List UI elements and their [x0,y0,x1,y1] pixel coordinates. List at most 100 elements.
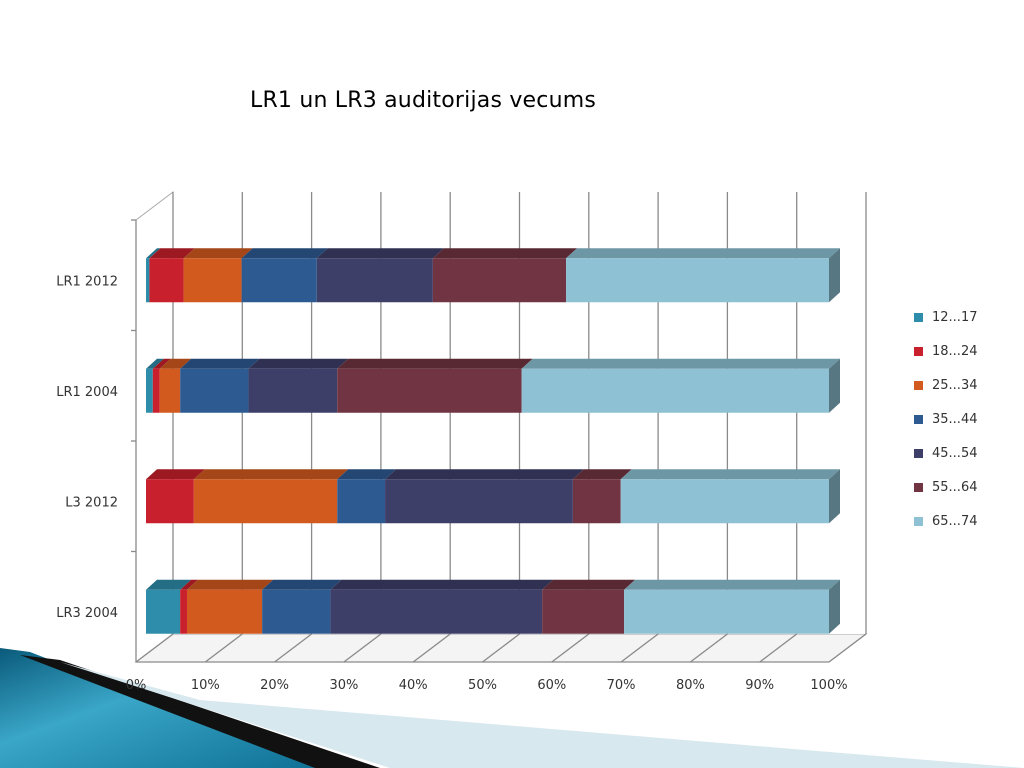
legend-label: 18...24 [932,343,978,359]
bar-segment-top [572,469,632,480]
legend-swatch [914,414,923,424]
bar-end-face [829,579,840,634]
x-tick-label: 20% [260,678,289,693]
bar-segment [572,479,621,524]
bar-segment-top [624,579,840,590]
bar-segment-top [566,248,840,259]
legend-item: 55...64 [914,470,977,504]
bar-segment [262,589,331,634]
bar-segment [183,258,242,303]
bar-segment-top [149,248,195,259]
bar-segment [186,589,263,634]
bar-segment [432,258,567,303]
y-tick-label: LR1 2004 [56,385,118,400]
bar-end-face [829,358,840,413]
bar-segment [146,258,150,303]
bar-segment [146,479,194,524]
bar-segment [385,479,573,524]
x-tick-label: 100% [810,678,847,693]
legend-item: 25...34 [914,368,977,402]
legend-item: 45...54 [914,436,977,470]
bar-segment-top [152,358,171,369]
bar-segment-top [542,579,636,590]
x-tick-label: 70% [607,678,636,693]
legend-label: 12...17 [932,309,978,325]
x-tick-label: 80% [676,678,705,693]
legend-swatch [914,448,923,458]
bar-segment [337,368,522,413]
floor-gridline [412,633,451,663]
floor-gridline [620,633,659,663]
bar-segment [624,589,829,634]
x-tick-label: 30% [329,678,358,693]
floor-gridline [135,633,174,663]
bar-segment [241,258,317,303]
legend-swatch [914,312,923,322]
x-tick-label: 90% [745,678,774,693]
legend-swatch [914,482,923,492]
bar-segment-top [521,358,840,369]
bar-segment [152,368,160,413]
bar-segment [149,258,184,303]
bar-segment [542,589,625,634]
legend-item: 65...74 [914,504,977,538]
y-tick-label: LR1 2012 [56,274,118,289]
bar-segment-top [432,248,578,259]
chart-title: LR1 un LR3 auditorijas vecums [249,88,597,113]
x-tick-label: 40% [399,678,428,693]
legend-swatch [914,380,923,390]
floor-gridline [551,633,590,663]
legend-label: 35...44 [932,411,978,427]
floor-gridline [690,633,728,663]
bar-segment [521,368,829,413]
bar-end-face [829,248,840,303]
bar-segment [248,368,338,413]
bar-segment-top [159,358,192,369]
bar-segment-top [330,579,554,590]
bar-segment [316,258,433,303]
bar-segment [146,589,181,634]
legend-swatch [914,346,923,356]
y-tick-label: LR3 2004 [56,606,118,621]
bar-end-face [829,469,840,524]
bar-segment-top [146,579,192,590]
x-tick-label: 60% [537,678,566,693]
bar-segment-top [146,469,205,480]
bar-segment [330,589,543,634]
floor-gridline [204,633,243,663]
bar-segment [180,368,249,413]
bar-segment [159,368,181,413]
floor-gridline [274,633,312,663]
bar-segment-top [180,579,198,590]
floor-gridline [343,633,382,663]
x-tick-label: 10% [191,678,220,693]
chart-legend: 12...17 18...24 25...34 35...44 45...54 55...… [914,300,977,538]
legend-label: 65...74 [932,513,978,529]
y-tick-label: L3 2012 [65,495,118,510]
bar-segment [180,589,187,634]
x-tick-label: 50% [468,678,497,693]
bar-segment-top [337,469,397,480]
bar-segment [566,258,829,303]
bar-segment-top [337,358,533,369]
bar-segment-top [248,358,349,369]
x-tick-label: 0% [126,678,147,693]
floor-gridline [482,633,520,663]
legend-label: 25...34 [932,377,978,393]
bar-segment-top [186,579,274,590]
floor-gridline [828,633,867,663]
bar-segment [146,368,153,413]
bar-segment-top [146,248,161,259]
bar-segment-top [262,579,342,590]
bar-segment-top [180,358,260,369]
bar-segment-top [183,248,253,259]
bar-segment-top [193,469,349,480]
legend-item: 35...44 [914,402,977,436]
bar-segment-top [316,248,444,259]
bar-segment [193,479,338,524]
legend-item: 18...24 [914,334,977,368]
bar-segment-top [241,248,328,259]
